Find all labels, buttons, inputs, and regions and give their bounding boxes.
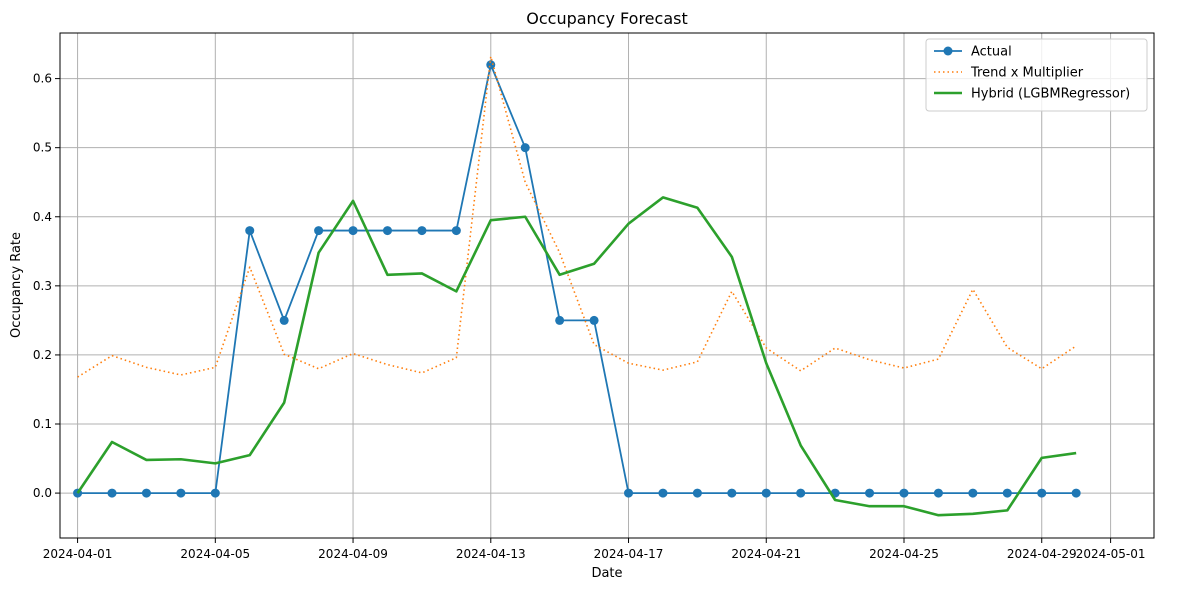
data-point xyxy=(107,488,117,498)
x-tick-label: 2024-04-13 xyxy=(456,547,526,561)
data-point xyxy=(279,315,289,325)
x-tick-label: 2024-04-29 xyxy=(1007,547,1077,561)
data-point xyxy=(727,488,737,498)
legend-label: Hybrid (LGBMRegressor) xyxy=(971,87,1130,102)
y-axis-label: Occupancy Rate xyxy=(9,232,24,338)
data-point xyxy=(176,488,186,498)
series-actual xyxy=(73,60,1081,498)
x-tick-label: 2024-04-17 xyxy=(594,547,664,561)
data-point xyxy=(1002,488,1012,498)
chart-title: Occupancy Forecast xyxy=(526,9,687,28)
y-tick-label: 0.2 xyxy=(33,348,52,362)
x-tick-label: 2024-04-25 xyxy=(869,547,939,561)
y-tick-label: 0.0 xyxy=(33,486,52,500)
x-tick-label: 2024-04-01 xyxy=(43,547,113,561)
x-tick-label: 2024-04-05 xyxy=(180,547,250,561)
legend-marker xyxy=(943,46,953,56)
y-tick-label: 0.6 xyxy=(33,72,52,86)
data-point xyxy=(761,488,771,498)
x-axis-label: Date xyxy=(591,566,622,581)
y-axis: 0.0 0.1 0.2 0.3 0.4 0.5 0.6 xyxy=(33,72,60,500)
y-tick-label: 0.1 xyxy=(33,417,52,431)
y-tick-label: 0.4 xyxy=(33,210,52,224)
series-line xyxy=(76,196,1077,517)
data-point xyxy=(486,60,496,70)
data-point xyxy=(314,226,324,236)
data-point xyxy=(451,226,461,236)
data-point xyxy=(624,488,634,498)
legend-label: Trend x Multiplier xyxy=(970,66,1084,81)
data-point xyxy=(520,143,530,153)
data-point xyxy=(658,488,668,498)
data-point xyxy=(555,315,565,325)
x-tick-label: 2024-05-01 xyxy=(1076,547,1146,561)
legend-box xyxy=(925,38,1148,112)
data-point xyxy=(933,488,943,498)
data-point xyxy=(348,226,358,236)
data-point xyxy=(210,488,220,498)
data-point xyxy=(245,226,255,236)
data-point xyxy=(692,488,702,498)
x-axis: 2024-04-01 2024-04-05 2024-04-09 2024-04-13… xyxy=(43,538,1146,561)
data-point xyxy=(968,488,978,498)
data-point xyxy=(589,315,599,325)
x-tick-label: 2024-04-09 xyxy=(318,547,388,561)
data-point xyxy=(1071,488,1081,498)
series-hybrid-lgbmregressor xyxy=(76,196,1077,517)
series-line xyxy=(77,63,1077,495)
data-point xyxy=(382,226,392,236)
data-point xyxy=(796,488,806,498)
data-point xyxy=(417,226,427,236)
data-point xyxy=(141,488,151,498)
legend: Actual Trend x Multiplier Hybrid (LGBMRegr… xyxy=(925,38,1148,112)
legend-label: Actual xyxy=(971,45,1012,60)
data-point xyxy=(1037,488,1047,498)
data-point xyxy=(899,488,909,498)
y-tick-label: 0.3 xyxy=(33,279,52,293)
series-layer xyxy=(73,55,1081,517)
x-tick-label: 2024-04-21 xyxy=(731,547,801,561)
y-tick-label: 0.5 xyxy=(33,141,52,155)
data-point xyxy=(865,488,875,498)
